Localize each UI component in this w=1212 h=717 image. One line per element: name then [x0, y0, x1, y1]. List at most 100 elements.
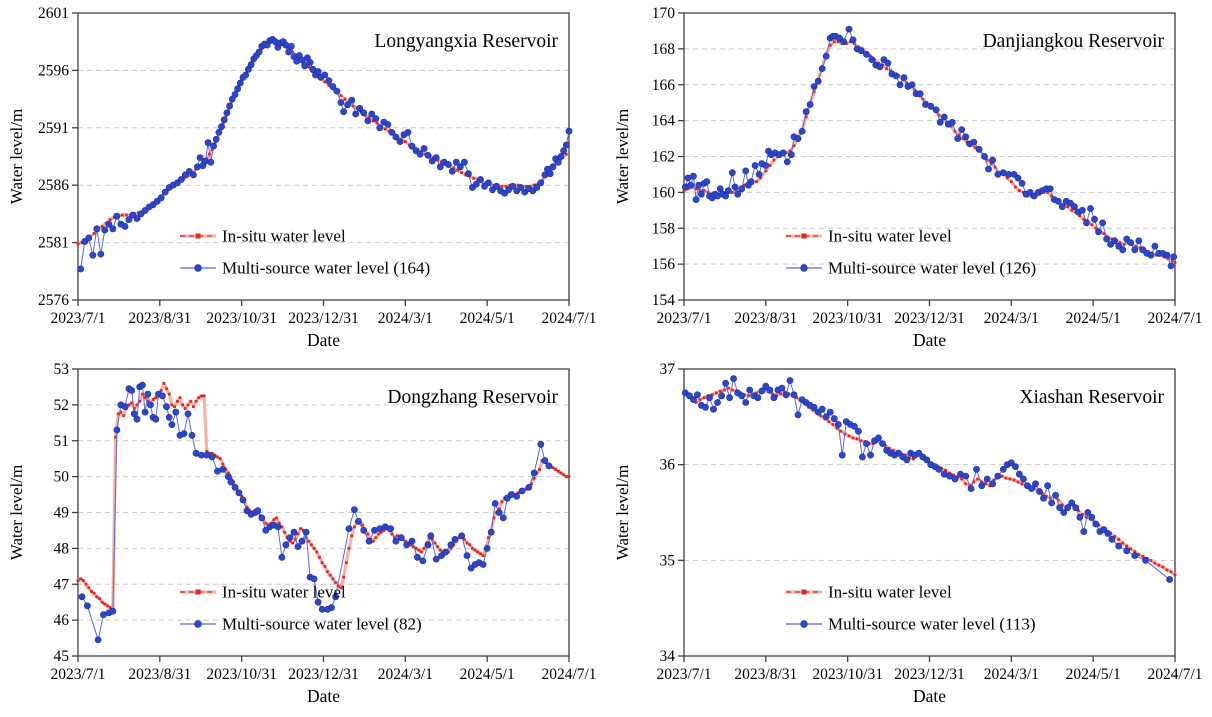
multisource-marker	[226, 102, 233, 110]
insitu-marker	[331, 577, 335, 581]
multisource-marker	[372, 115, 380, 122]
insitu-marker	[516, 491, 520, 495]
multisource-marker	[413, 553, 421, 561]
insitu-marker	[197, 396, 201, 400]
multisource-marker	[903, 456, 911, 464]
insitu-marker	[706, 190, 710, 194]
insitu-marker	[554, 468, 557, 471]
insitu-marker	[839, 429, 843, 433]
y-tick-label: 50	[54, 469, 70, 486]
multisource-marker	[128, 387, 136, 394]
y-tick-label: 48	[54, 540, 70, 557]
insitu-marker	[403, 140, 407, 143]
insitu-marker	[92, 591, 96, 595]
multisource-marker	[533, 184, 541, 191]
multisource-marker	[989, 480, 996, 488]
multisource-marker	[392, 537, 400, 545]
multisource-marker	[967, 485, 975, 492]
multisource-marker	[493, 182, 500, 190]
multisource-marker	[530, 469, 538, 477]
insitu-marker	[855, 437, 859, 441]
multisource-marker	[970, 138, 978, 146]
insitu-marker	[162, 381, 166, 385]
multisource-marker	[392, 133, 400, 141]
multisource-marker	[794, 411, 802, 419]
insitu-marker	[132, 407, 136, 410]
insitu-marker	[1161, 565, 1165, 569]
multisource-marker	[787, 151, 795, 159]
multisource-marker	[932, 106, 940, 114]
insitu-marker	[492, 516, 496, 520]
multisource-marker	[208, 453, 216, 461]
multisource-line	[685, 378, 1170, 580]
multisource-marker	[1076, 513, 1084, 521]
insitu-marker	[342, 575, 346, 579]
multisource-marker	[483, 544, 491, 552]
multisource-marker	[948, 119, 956, 126]
insitu-marker	[1056, 498, 1060, 502]
multisource-marker	[193, 163, 201, 171]
multisource-marker	[546, 170, 554, 178]
insitu-marker	[980, 480, 984, 484]
insitu-marker	[119, 410, 123, 414]
y-tick-label: 168	[652, 41, 676, 58]
x-axis-title: Date	[913, 686, 946, 706]
insitu-marker	[912, 457, 915, 461]
multisource-marker	[387, 525, 394, 532]
multisource-marker	[271, 38, 279, 46]
multisource-marker	[1135, 237, 1143, 245]
insitu-marker	[532, 183, 536, 187]
insitu-marker	[379, 530, 383, 534]
insitu-marker	[390, 532, 394, 536]
multisource-marker	[758, 387, 766, 395]
multisource-marker	[1099, 219, 1106, 227]
insitu-marker	[191, 405, 195, 409]
multisource-marker	[328, 604, 335, 611]
multisource-marker	[868, 56, 876, 63]
multisource-marker	[447, 541, 455, 549]
legend-item-insitu: In-situ water level	[786, 583, 952, 602]
multisource-marker	[254, 507, 262, 515]
insitu-marker	[562, 473, 566, 477]
multisource-marker	[224, 473, 232, 480]
insitu-marker	[538, 468, 541, 471]
multisource-marker	[77, 265, 85, 273]
y-axis-title: Water level/m	[7, 465, 26, 560]
multisource-marker	[1103, 235, 1110, 243]
multisource-marker	[456, 163, 464, 171]
insitu-marker	[788, 149, 792, 153]
insitu-marker	[87, 586, 91, 590]
insitu-marker	[221, 462, 225, 466]
insitu-marker	[367, 116, 371, 119]
x-tick-label: 2024/3/1	[984, 310, 1039, 327]
multisource-marker	[487, 528, 495, 536]
y-tick-label: 170	[652, 5, 676, 22]
insitu-marker	[170, 403, 174, 407]
insitu-marker	[471, 546, 474, 550]
insitu-marker	[409, 543, 413, 547]
insitu-marker	[481, 554, 485, 557]
legend-insitu-marker	[801, 589, 807, 595]
insitu-marker	[1165, 568, 1169, 572]
x-tick-label: 2023/10/31	[812, 310, 883, 327]
x-tick-label: 2023/10/31	[206, 666, 277, 683]
insitu-marker	[339, 94, 343, 98]
insitu-marker	[755, 180, 758, 184]
insitu-marker	[371, 539, 375, 543]
multisource-marker	[1072, 504, 1080, 512]
multisource-marker	[1014, 174, 1022, 182]
multisource-marker	[927, 102, 935, 110]
insitu-marker	[1008, 477, 1012, 481]
multisource-marker	[1092, 520, 1100, 528]
multisource-marker	[973, 466, 980, 473]
y-tick-label: 52	[54, 397, 70, 414]
insitu-marker	[755, 391, 758, 395]
multisource-marker	[157, 194, 165, 202]
insitu-marker	[742, 183, 746, 187]
x-tick-label: 2023/8/31	[128, 666, 191, 683]
multisource-marker	[724, 187, 732, 194]
insitu-marker	[403, 539, 407, 543]
insitu-marker	[135, 403, 139, 407]
multisource-marker	[97, 250, 105, 258]
